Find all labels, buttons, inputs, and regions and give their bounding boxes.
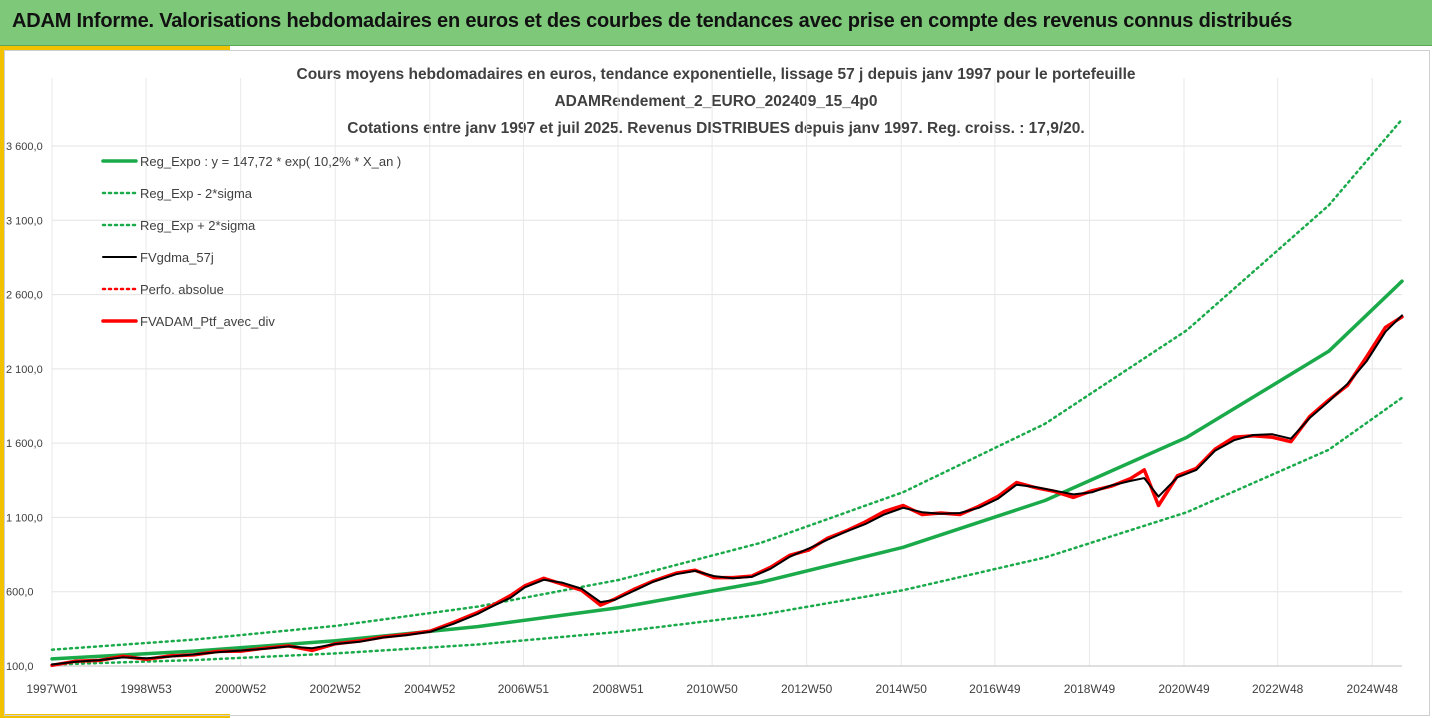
y-tick-label: 2 100,0 <box>6 364 43 376</box>
x-tick-label: 2010W50 <box>686 682 738 696</box>
report-banner: ADAM Informe. Valorisations hebdomadaire… <box>0 0 1432 46</box>
x-tick-label: 1998W53 <box>120 682 172 696</box>
legend-label-4: Perfo. absolue <box>140 282 224 297</box>
chart-title-line-3: Cotations entre janv 1997 et juil 2025. … <box>347 120 1085 137</box>
chart-title-line-1: Cours moyens hebdomadaires en euros, ten… <box>296 66 1136 83</box>
accent-bar-left <box>0 46 4 718</box>
y-tick-label: 3 600,0 <box>6 141 43 153</box>
x-tick-label: 2012W50 <box>781 682 833 696</box>
accent-bar-top <box>0 46 230 50</box>
series-line-2 <box>50 118 1404 651</box>
chart-frame <box>4 50 1430 716</box>
report-title: ADAM Informe. Valorisations hebdomadaire… <box>12 10 1293 32</box>
legend: Reg_Expo : y = 147,72 * exp( 10,2% * X_a… <box>101 154 401 329</box>
x-tick-label: 2024W48 <box>1347 682 1399 696</box>
x-tick-label: 2022W48 <box>1252 682 1304 696</box>
legend-label-0: Reg_Expo : y = 147,72 * exp( 10,2% * X_a… <box>140 154 401 169</box>
x-tick-label: 2016W49 <box>969 682 1021 696</box>
x-tick-label: 2002W52 <box>310 682 362 696</box>
series-line-3 <box>51 314 1403 666</box>
series-layer <box>50 118 1404 668</box>
y-tick-label: 100,0 <box>6 661 34 673</box>
y-tick-label: 1 100,0 <box>6 512 43 524</box>
y-tick-label: 2 600,0 <box>6 290 43 302</box>
y-tick-label: 1 600,0 <box>6 438 43 450</box>
accent-bar-bottom <box>0 714 230 718</box>
x-tick-label: 2008W51 <box>592 682 644 696</box>
x-tick-label: 2004W52 <box>404 682 456 696</box>
legend-label-3: FVgdma_57j <box>140 250 214 265</box>
legend-label-5: FVADAM_Ptf_avec_div <box>140 314 275 329</box>
x-tick-label: 2006W51 <box>498 682 550 696</box>
y-tick-label: 3 100,0 <box>6 215 43 227</box>
series-line-1 <box>50 396 1404 666</box>
series-line-0 <box>50 279 1404 661</box>
legend-label-1: Reg_Exp - 2*sigma <box>140 186 253 201</box>
x-tick-label: 1997W01 <box>26 682 78 696</box>
x-tick-label: 2020W49 <box>1158 682 1210 696</box>
x-tick-label: 2018W49 <box>1064 682 1116 696</box>
chart-title-line-2: ADAMRendement_2_EURO_202409_15_4p0 <box>554 93 878 110</box>
y-tick-label: 600,0 <box>6 587 34 599</box>
x-tick-label: 2000W52 <box>215 682 267 696</box>
x-tick-label: 2014W50 <box>876 682 928 696</box>
series-line-5 <box>50 315 1404 668</box>
legend-label-2: Reg_Exp + 2*sigma <box>140 218 256 233</box>
axis-layer: 100,0 600,0 1 100,0 1 600,0 2 100,0 2 600,0 3 … <box>6 141 1402 696</box>
